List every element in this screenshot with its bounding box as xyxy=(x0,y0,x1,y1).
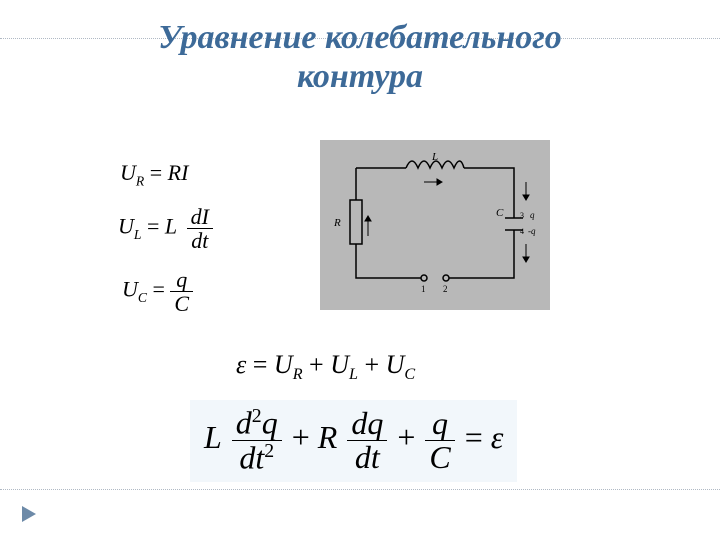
svg-text:2: 2 xyxy=(443,284,448,294)
eq-ode: L d2q dt2 + R dq dt + q C = ε xyxy=(190,400,517,482)
circuit-diagram: R L C q -q 3 4 1 2 xyxy=(320,140,550,310)
title-line2: контура xyxy=(297,58,423,95)
next-arrow-icon[interactable] xyxy=(22,506,36,522)
label-R: R xyxy=(333,217,341,229)
svg-text:1: 1 xyxy=(421,284,426,294)
svg-text:3: 3 xyxy=(520,211,524,220)
svg-text:q: q xyxy=(530,210,535,220)
eq-UR: UR = RI xyxy=(120,160,188,189)
label-L: L xyxy=(431,151,438,163)
circuit-svg: R L C q -q 3 4 1 2 xyxy=(320,140,550,310)
svg-text:-q: -q xyxy=(528,226,536,236)
eq-UC: UC = q C xyxy=(122,268,193,315)
svg-text:4: 4 xyxy=(520,227,524,236)
eq-kirchhoff: ε = UR + UL + UC xyxy=(236,350,415,384)
title-line1: Уравнение колебательного xyxy=(158,19,562,56)
page-title: Уравнение колебательного контура xyxy=(0,18,720,96)
dotline-bottom xyxy=(0,489,720,490)
eq-UL: UL = L dI dt xyxy=(118,205,213,252)
label-C: C xyxy=(496,207,504,219)
